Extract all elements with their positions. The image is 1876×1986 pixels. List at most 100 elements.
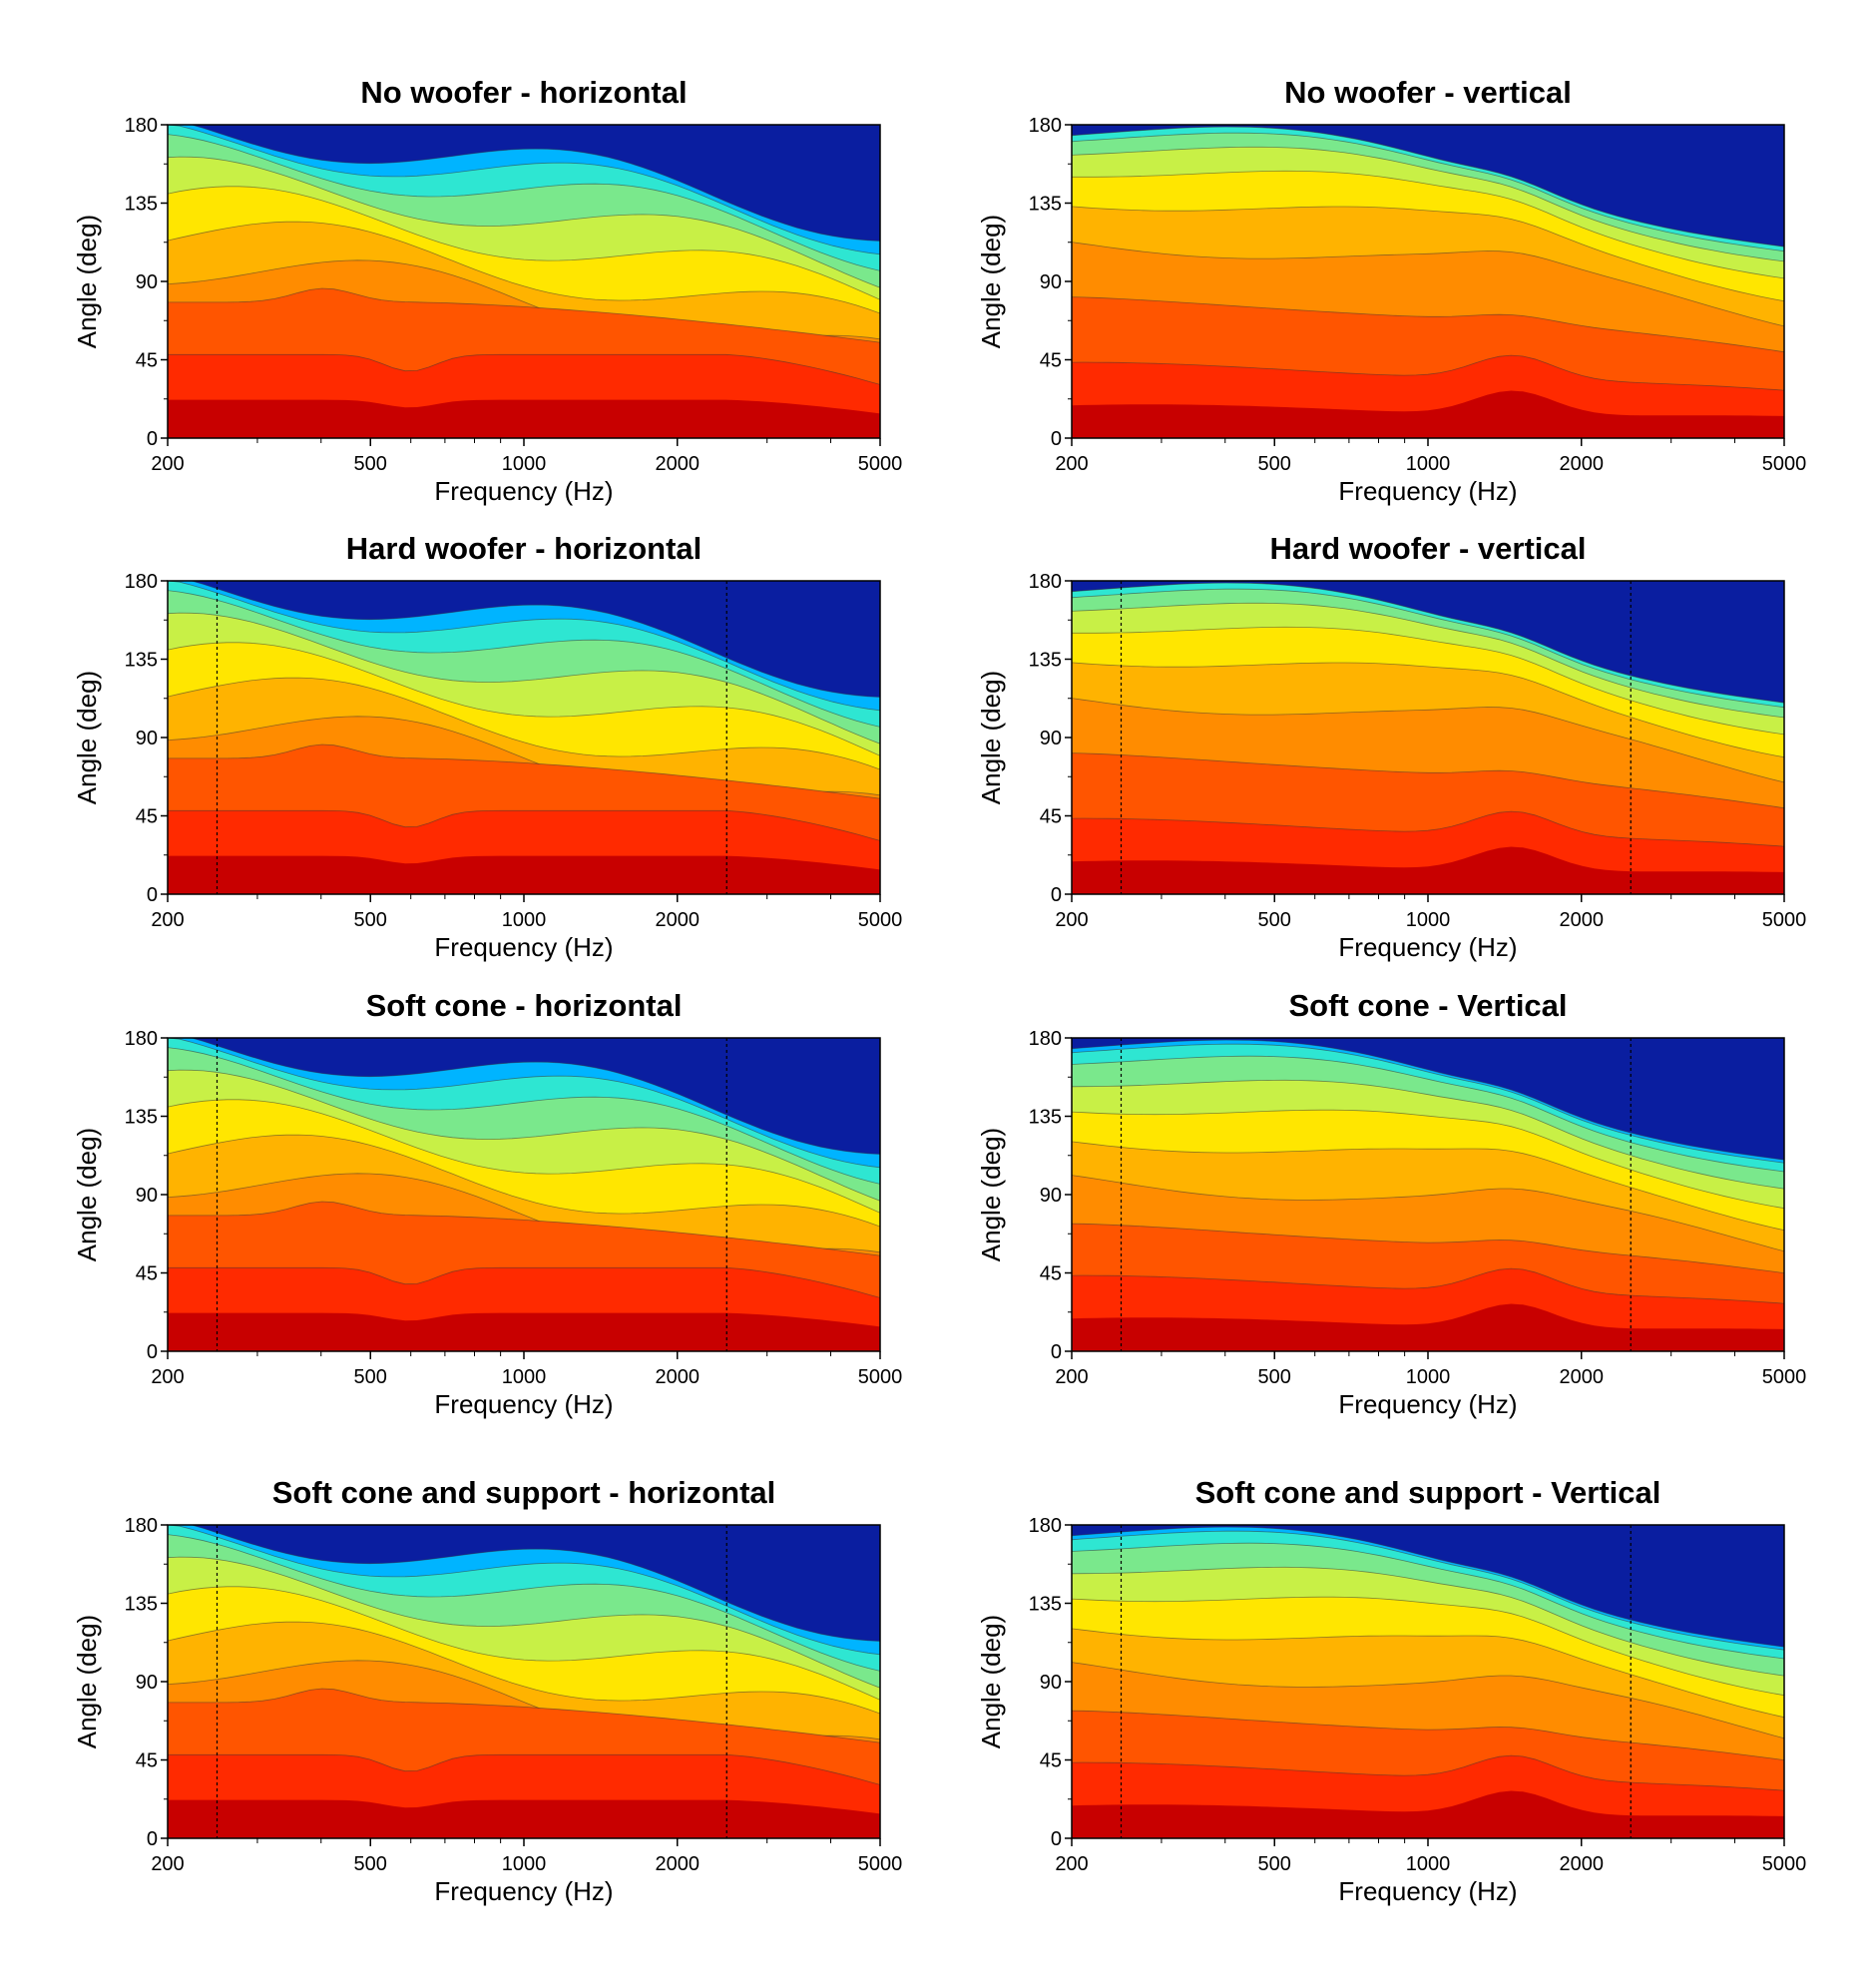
x-tick-label: 500 [354, 909, 387, 931]
y-tick-label: 45 [1040, 1263, 1062, 1285]
x-tick-label: 200 [151, 1366, 184, 1388]
y-tick-label: 180 [1029, 1028, 1062, 1050]
x-tick-label: 2000 [656, 909, 701, 931]
panel-1: No woofer - horizontal 0 45 90 135 180 200 500 1… [72, 75, 902, 506]
y-tick-label: 0 [147, 1828, 158, 1850]
x-tick-label: 1000 [1406, 453, 1451, 475]
y-tick-label: 135 [1029, 1107, 1062, 1129]
panel-7: Soft cone and support - horizontal 0 45 90 1… [72, 1475, 902, 1906]
x-tick-label: 500 [1258, 909, 1291, 931]
contour-bands [168, 581, 880, 894]
y-tick-label: 180 [125, 115, 158, 137]
contour-bands [1072, 582, 1784, 894]
panel-title: Hard woofer - horizontal [346, 531, 703, 566]
x-tick-label: 5000 [858, 1366, 903, 1388]
contour-band [1072, 1790, 1784, 1838]
x-tick-label: 500 [1258, 1366, 1291, 1388]
panel-6: Soft cone - Vertical 0 45 90 135 180 200 500 100… [976, 988, 1806, 1419]
x-tick-label: 500 [1258, 453, 1291, 475]
x-tick-label: 5000 [1762, 453, 1807, 475]
x-tick-label: 500 [1258, 1853, 1291, 1875]
x-tick-label: 500 [354, 1853, 387, 1875]
y-axis-label: Angle (deg) [72, 671, 102, 804]
y-tick-label: 180 [125, 1028, 158, 1050]
contour-bands [168, 1525, 880, 1838]
contour-band [168, 1799, 880, 1838]
x-tick-label: 2000 [1560, 1366, 1605, 1388]
y-axis-label: Angle (deg) [976, 1128, 1006, 1261]
y-tick-label: 45 [136, 1750, 158, 1772]
y-tick-label: 135 [1029, 650, 1062, 672]
y-tick-label: 180 [1029, 1515, 1062, 1537]
y-tick-label: 0 [1051, 1828, 1062, 1850]
y-tick-label: 0 [147, 428, 158, 450]
panel-4: Hard woofer - vertical 0 45 90 135 180 200 500 1… [976, 531, 1806, 962]
panel-title: No woofer - vertical [1284, 75, 1572, 110]
x-tick-label: 1000 [1406, 909, 1451, 931]
y-tick-label: 90 [136, 728, 158, 749]
y-tick-label: 135 [125, 1107, 158, 1129]
x-tick-label: 200 [151, 453, 184, 475]
panel-2: No woofer - vertical 0 45 90 135 180 200 500 100… [976, 75, 1806, 506]
y-axis-label: Angle (deg) [976, 215, 1006, 348]
y-tick-label: 90 [136, 1672, 158, 1694]
contour-band [1072, 1303, 1784, 1351]
x-tick-label: 500 [354, 453, 387, 475]
contour-band [168, 1312, 880, 1351]
y-tick-label: 90 [136, 1185, 158, 1207]
y-tick-label: 135 [125, 194, 158, 216]
y-axis-label: Angle (deg) [976, 1615, 1006, 1748]
panel-title: Soft cone and support - horizontal [272, 1475, 776, 1510]
y-tick-label: 0 [1051, 1341, 1062, 1363]
contour-band [1072, 390, 1784, 438]
contour-band [168, 399, 880, 438]
x-tick-label: 1000 [1406, 1366, 1451, 1388]
contour-bands [1072, 1526, 1784, 1838]
y-tick-label: 90 [1040, 728, 1062, 749]
contour-bands [168, 125, 880, 438]
x-tick-label: 5000 [1762, 1366, 1807, 1388]
y-tick-label: 0 [147, 884, 158, 906]
x-axis-label: Frequency (Hz) [1338, 1389, 1517, 1419]
contour-bands [1072, 1039, 1784, 1351]
y-tick-label: 90 [1040, 1672, 1062, 1694]
panel-title: Soft cone and support - Vertical [1195, 1475, 1661, 1510]
contour-bands [168, 1038, 880, 1351]
y-tick-label: 0 [1051, 428, 1062, 450]
y-tick-label: 135 [1029, 194, 1062, 216]
y-axis-label: Angle (deg) [72, 1615, 102, 1748]
x-tick-label: 2000 [1560, 453, 1605, 475]
y-tick-label: 45 [1040, 350, 1062, 372]
x-tick-label: 2000 [656, 453, 701, 475]
x-tick-label: 5000 [858, 453, 903, 475]
x-tick-label: 2000 [656, 1853, 701, 1875]
panel-title: Soft cone - Vertical [1288, 988, 1567, 1023]
y-tick-label: 45 [136, 1263, 158, 1285]
x-tick-label: 200 [1055, 453, 1088, 475]
x-tick-label: 2000 [1560, 1853, 1605, 1875]
panel-title: No woofer - horizontal [360, 75, 687, 110]
x-tick-label: 5000 [858, 1853, 903, 1875]
y-tick-label: 180 [1029, 115, 1062, 137]
y-tick-label: 180 [1029, 571, 1062, 593]
y-tick-label: 0 [1051, 884, 1062, 906]
x-tick-label: 1000 [502, 453, 547, 475]
x-tick-label: 1000 [502, 1366, 547, 1388]
x-axis-label: Frequency (Hz) [1338, 476, 1517, 506]
y-tick-label: 45 [1040, 1750, 1062, 1772]
y-tick-label: 45 [1040, 806, 1062, 828]
panel-8: Soft cone and support - Vertical 0 45 90 135… [976, 1475, 1806, 1906]
x-tick-label: 5000 [1762, 909, 1807, 931]
contour-bands [1072, 126, 1784, 438]
y-axis-label: Angle (deg) [72, 1128, 102, 1261]
x-tick-label: 5000 [858, 909, 903, 931]
x-tick-label: 1000 [1406, 1853, 1451, 1875]
x-tick-label: 2000 [656, 1366, 701, 1388]
x-tick-label: 200 [1055, 1366, 1088, 1388]
x-axis-label: Frequency (Hz) [1338, 1876, 1517, 1906]
y-tick-label: 180 [125, 1515, 158, 1537]
x-axis-label: Frequency (Hz) [434, 1389, 613, 1419]
x-tick-label: 5000 [1762, 1853, 1807, 1875]
x-axis-label: Frequency (Hz) [434, 1876, 613, 1906]
